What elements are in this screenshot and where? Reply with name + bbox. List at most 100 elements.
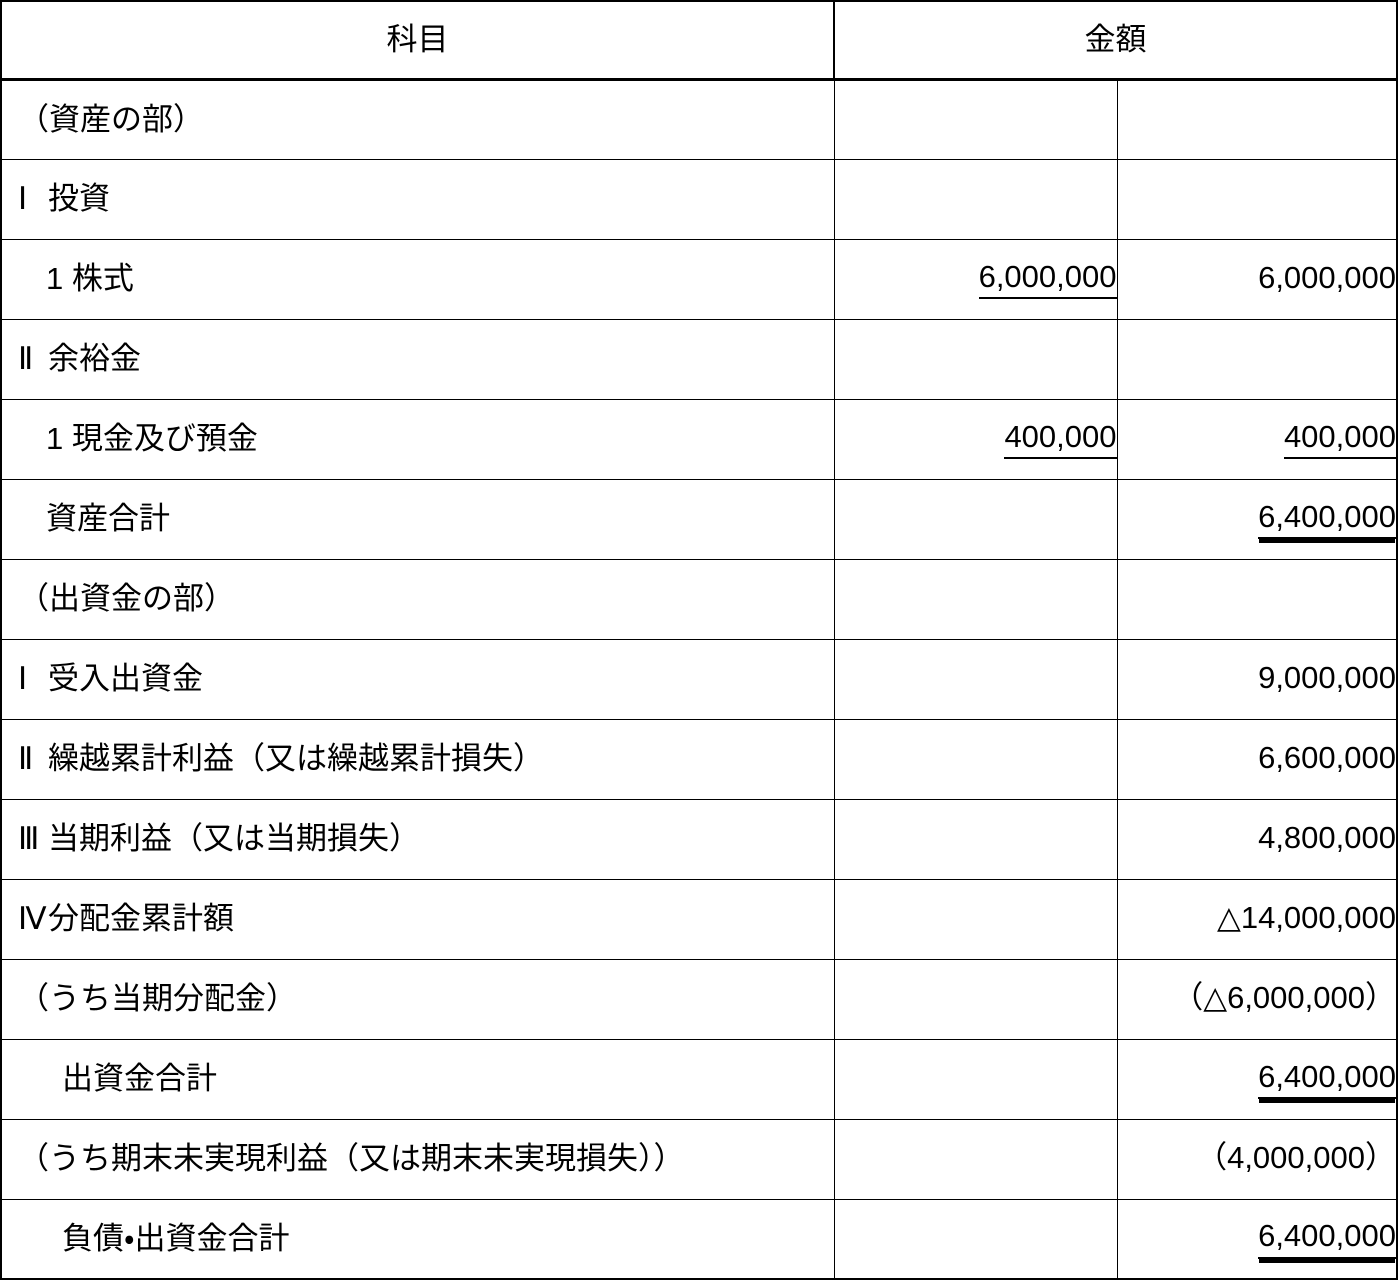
column-header-account: 科目	[0, 0, 835, 81]
amount-total-retained-earnings: 6,600,000	[1116, 718, 1398, 800]
amount-subtotal-retained-earnings	[833, 718, 1118, 800]
table-row: （うち期末未実現利益（又は期末未実現損失）） （4,000,000）	[0, 1118, 1398, 1200]
table-row: Ⅰ 受入出資金 9,000,000	[0, 638, 1398, 720]
table-row: （出資金の部）	[0, 558, 1398, 640]
row-label-retained-earnings: Ⅱ 繰越累計利益（又は繰越累計損失）	[0, 718, 835, 800]
column-header-amount: 金額	[833, 0, 1398, 81]
table-row: Ⅱ 繰越累計利益（又は繰越累計損失） 6,600,000	[0, 718, 1398, 800]
row-label-total-liabilities-and-capital: 負債・出資金合計	[0, 1198, 835, 1280]
amount-total-stocks: 6,000,000	[1116, 238, 1398, 320]
row-label-capital-received: Ⅰ 受入出資金	[0, 638, 835, 720]
amount-subtotal-unrealized-gain	[833, 1118, 1118, 1200]
amount-total-total-liabilities-and-capital: 6,400,000	[1116, 1198, 1398, 1280]
amount-value: 6,000,000	[978, 259, 1117, 300]
row-label-text: 資産合計	[46, 501, 170, 537]
row-label-surplus: Ⅱ 余裕金	[0, 318, 835, 400]
amount-total-capital-section	[1116, 558, 1398, 640]
amount-value: 6,400,000	[1258, 499, 1396, 540]
amount-total-cumulative-distributions: △14,000,000	[1116, 878, 1398, 960]
row-label-stocks: 1 株式	[0, 238, 835, 320]
amount-subtotal-total-liabilities-and-capital	[833, 1198, 1118, 1280]
amount-total-unrealized-gain: （4,000,000）	[1116, 1118, 1398, 1200]
amount-subtotal-cash-and-deposits: 400,000	[833, 398, 1118, 480]
row-label-total-assets: 資産合計	[0, 478, 835, 560]
amount-value: 6,400,000	[1258, 1059, 1396, 1100]
row-label-text: 分配金累計額	[48, 901, 234, 937]
row-label-text: （うち期末未実現利益（又は期末未実現損失））	[18, 1141, 685, 1177]
row-label-unrealized-gain: （うち期末未実現利益（又は期末未実現損失））	[0, 1118, 835, 1200]
amount-value: △14,000,000	[1217, 899, 1396, 935]
table-row: 1 現金及び預金 400,000 400,000	[0, 398, 1398, 480]
row-label-text: 受入出資金	[48, 661, 203, 697]
table-row: 資産合計 6,400,000	[0, 478, 1398, 560]
amount-subtotal-total-assets	[833, 478, 1118, 560]
amount-subtotal-cumulative-distributions	[833, 878, 1118, 960]
amount-subtotal-total-capital	[833, 1038, 1118, 1120]
amount-subtotal-investments	[833, 158, 1118, 240]
row-label-current-period-distribution: （うち当期分配金）	[0, 958, 835, 1040]
amount-total-current-profit: 4,800,000	[1116, 798, 1398, 880]
amount-subtotal-capital-received	[833, 638, 1118, 720]
table-row: Ⅱ 余裕金	[0, 318, 1398, 400]
amount-subtotal-stocks: 6,000,000	[833, 238, 1118, 320]
table-row: （うち当期分配金） （△6,000,000）	[0, 958, 1398, 1040]
amount-value: 9,000,000	[1258, 659, 1396, 695]
table-row: （資産の部）	[0, 78, 1398, 160]
amount-subtotal-current-period-distribution	[833, 958, 1118, 1040]
row-label-text: （うち当期分配金）	[18, 981, 297, 1017]
row-numeral: Ⅱ	[18, 741, 34, 777]
amount-total-total-assets: 6,400,000	[1116, 478, 1398, 560]
amount-value: （△6,000,000）	[1172, 979, 1396, 1015]
table-row: Ⅰ 投資	[0, 158, 1398, 240]
amount-subtotal-surplus	[833, 318, 1118, 400]
amount-value: 6,400,000	[1258, 1218, 1396, 1260]
amount-subtotal-assets-section	[833, 78, 1118, 160]
amount-total-total-capital: 6,400,000	[1116, 1038, 1398, 1120]
row-label-text: 余裕金	[48, 341, 141, 377]
amount-value: 400,000	[1283, 419, 1396, 460]
table-row: 負債・出資金合計 6,400,000	[0, 1198, 1398, 1280]
row-label-text: 繰越累計利益（又は繰越累計損失）	[48, 741, 544, 777]
row-numeral: Ⅲ	[18, 821, 40, 857]
row-label-cash-and-deposits: 1 現金及び預金	[0, 398, 835, 480]
row-label-assets-section: （資産の部）	[0, 78, 835, 160]
amount-subtotal-capital-section	[833, 558, 1118, 640]
table-body: （資産の部） Ⅰ 投資 1 株式 6,000,000 6,000,000 Ⅱ 余裕金 1 現金及…	[0, 78, 1398, 1280]
amount-total-capital-received: 9,000,000	[1116, 638, 1398, 720]
amount-total-cash-and-deposits: 400,000	[1116, 398, 1398, 480]
row-label-total-capital: 出資金合計	[0, 1038, 835, 1120]
amount-value: （4,000,000）	[1196, 1139, 1396, 1175]
row-numeral: Ⅳ	[18, 901, 47, 937]
row-label-text: 1 現金及び預金	[46, 421, 258, 457]
row-numeral: Ⅰ	[18, 661, 28, 697]
row-label-cumulative-distributions: Ⅳ分配金累計額	[0, 878, 835, 960]
row-label-text: 負債・出資金合計	[62, 1220, 290, 1256]
amount-value: 6,600,000	[1258, 739, 1396, 775]
row-label-text: （出資金の部）	[18, 581, 235, 617]
amount-total-surplus	[1116, 318, 1398, 400]
row-label-investments: Ⅰ 投資	[0, 158, 835, 240]
row-label-text: 投資	[48, 181, 110, 217]
table-row: Ⅳ分配金累計額 △14,000,000	[0, 878, 1398, 960]
amount-total-current-period-distribution: （△6,000,000）	[1116, 958, 1398, 1040]
amount-value: 400,000	[1004, 419, 1117, 460]
table-row: Ⅲ 当期利益（又は当期損失） 4,800,000	[0, 798, 1398, 880]
header-row: 科目 金額	[0, 0, 1398, 81]
row-numeral: Ⅱ	[18, 341, 34, 377]
amount-total-assets-section	[1116, 78, 1398, 160]
table-row: 出資金合計 6,400,000	[0, 1038, 1398, 1120]
row-label-text: （資産の部）	[18, 101, 204, 137]
row-label-text: 1 株式	[46, 261, 134, 297]
row-numeral: Ⅰ	[18, 181, 28, 217]
row-label-current-profit: Ⅲ 当期利益（又は当期損失）	[0, 798, 835, 880]
table-header: 科目 金額	[0, 0, 1398, 81]
amount-value: 4,800,000	[1258, 819, 1396, 855]
table-row: 1 株式 6,000,000 6,000,000	[0, 238, 1398, 320]
row-label-capital-section: （出資金の部）	[0, 558, 835, 640]
amount-subtotal-current-profit	[833, 798, 1118, 880]
row-label-text: 出資金合計	[62, 1061, 217, 1097]
amount-total-investments	[1116, 158, 1398, 240]
amount-value: 6,000,000	[1258, 259, 1396, 295]
